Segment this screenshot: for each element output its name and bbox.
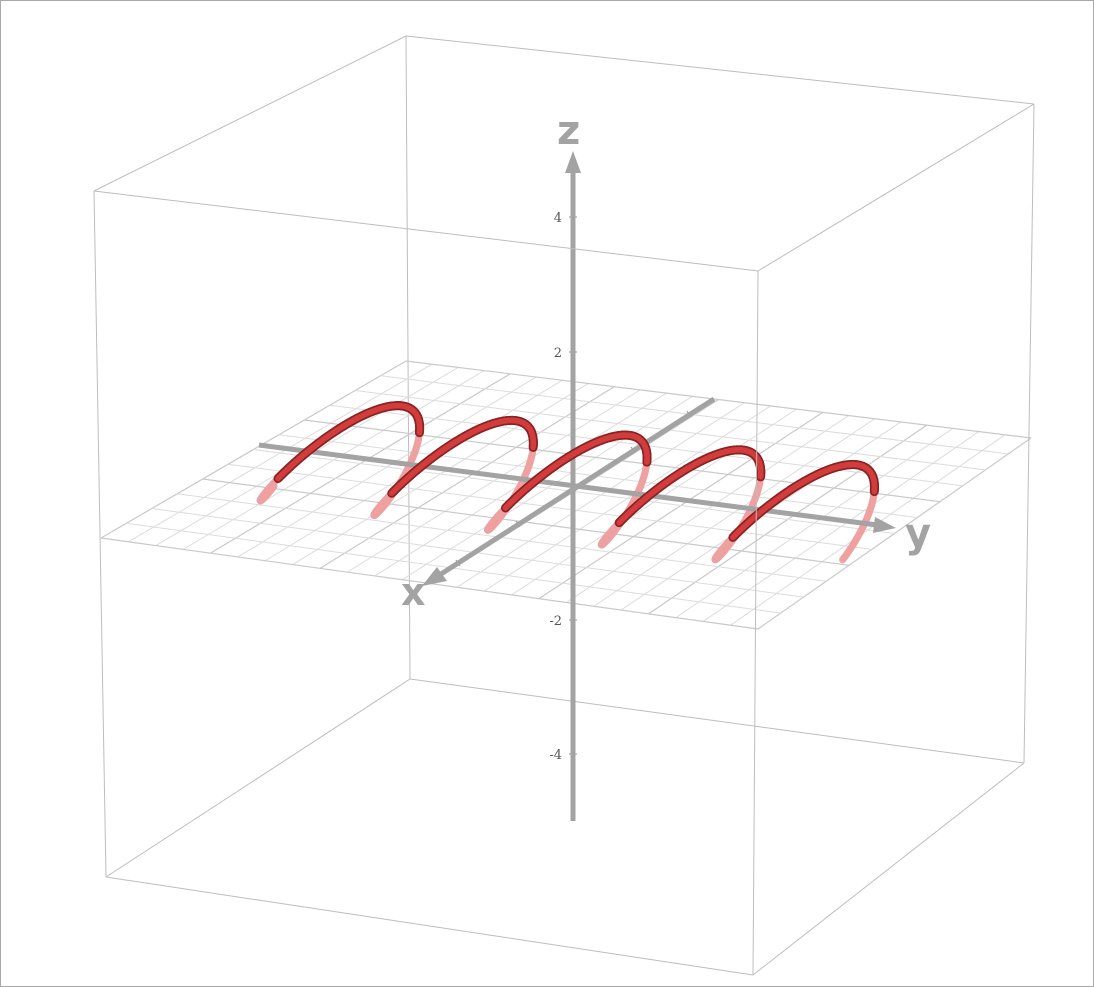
grid-line xyxy=(405,360,1032,439)
z-tick-label: -4 xyxy=(549,748,562,763)
bounding-box-back xyxy=(93,35,1035,878)
helix-curve-front xyxy=(273,401,879,542)
z-axis: z xyxy=(557,108,581,821)
x-axis-label: x xyxy=(401,570,426,614)
z-axis-label: z xyxy=(557,108,580,154)
z-axis-ticks: 4 2 -2 -4 xyxy=(549,211,577,763)
helix-segment xyxy=(839,555,848,564)
grid-line xyxy=(380,375,1009,455)
z-tick-label: -2 xyxy=(549,614,562,629)
z-tick-label: 2 xyxy=(554,346,562,361)
xy-grid-plane xyxy=(100,360,1032,630)
bounding-box-front xyxy=(93,103,1035,976)
x-axis: x xyxy=(401,396,716,614)
grid-line xyxy=(355,390,986,471)
y-axis-label: y xyxy=(905,511,931,557)
xy-axis-ticks xyxy=(455,410,692,567)
z-tick-label: 4 xyxy=(554,211,562,226)
y-axis: y xyxy=(258,442,931,557)
